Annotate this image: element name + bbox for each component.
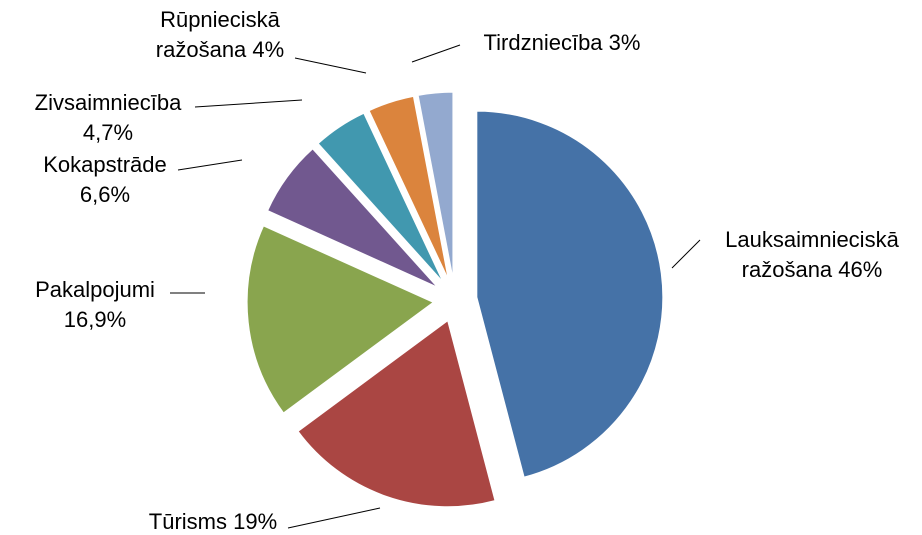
leader-line	[411, 44, 461, 63]
value-label: 46%	[838, 257, 883, 282]
category-name: Kokapstrāde	[43, 152, 167, 177]
pie-slice	[266, 148, 438, 288]
slice-label: Zivsaimniecība 4,7%	[8, 88, 208, 148]
value-label: 19%	[233, 509, 278, 534]
value-label: 6,6%	[79, 182, 131, 207]
pie-slice	[317, 112, 444, 283]
category-name: Rūpnieciskā ražošana	[155, 7, 280, 62]
slice-label: Lauksaimnieciskā ražošana 46%	[703, 225, 921, 285]
leader-line	[194, 99, 303, 108]
value-label: 4,7%	[82, 120, 134, 145]
leader-line	[287, 507, 381, 529]
pie-slice	[368, 95, 449, 280]
value-label: 16,9%	[63, 307, 127, 332]
category-name: Lauksaimnieciskā ražošana	[725, 227, 899, 282]
category-name: Zivsaimniecība	[34, 90, 182, 115]
slice-label: Tūrisms 19%	[128, 507, 298, 535]
pie-slice	[246, 225, 435, 414]
slice-label: Tirdzniecība 3%	[462, 28, 662, 58]
leader-line	[294, 57, 367, 74]
slice-label: Rūpnieciskā ražošana 4%	[125, 5, 315, 65]
leader-line	[671, 239, 701, 269]
value-label: 4%	[252, 37, 285, 62]
pie-slice	[417, 91, 454, 279]
value-label: 3%	[608, 30, 641, 55]
pie-slice	[297, 319, 496, 508]
pie-slice	[476, 110, 664, 478]
category-name: Tūrisms	[148, 509, 228, 534]
category-name: Tirdzniecība	[483, 30, 603, 55]
slice-label: Pakalpojumi 16,9%	[20, 275, 170, 335]
slice-label: Kokapstrāde 6,6%	[30, 150, 180, 210]
category-name: Pakalpojumi	[35, 277, 155, 302]
leader-line	[177, 159, 243, 171]
